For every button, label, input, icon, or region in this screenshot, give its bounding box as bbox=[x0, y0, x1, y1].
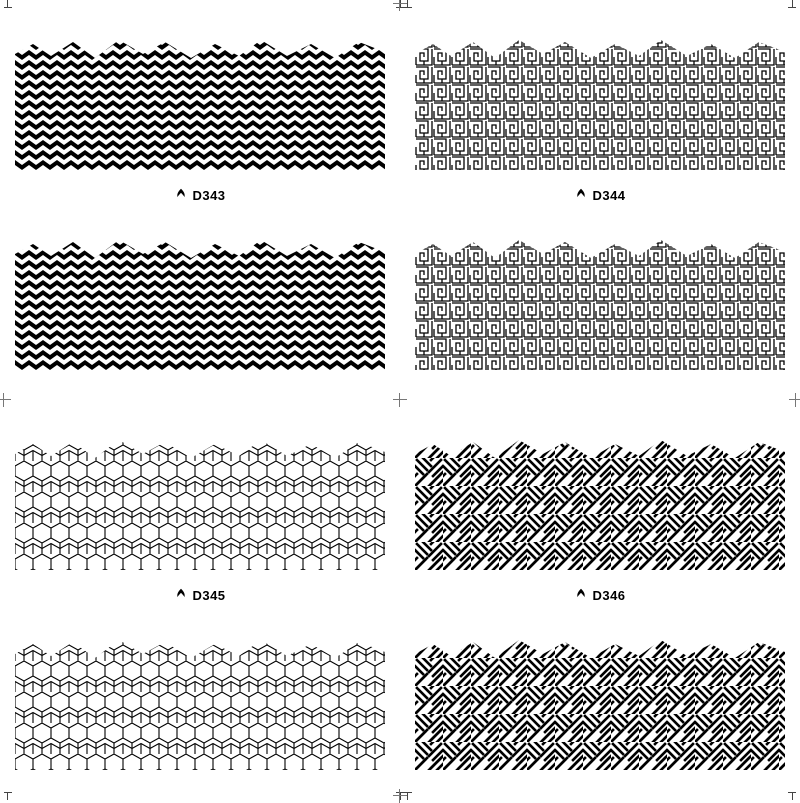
pattern-strip bbox=[15, 30, 385, 170]
wavy-edge bbox=[415, 230, 785, 270]
pattern-strip bbox=[15, 630, 385, 770]
swatch-d345: D345 bbox=[0, 400, 400, 800]
wavy-edge bbox=[415, 630, 785, 670]
wavy-edge bbox=[15, 230, 385, 270]
swatch-label: D344 bbox=[400, 188, 800, 205]
swatch-d344: D344 bbox=[400, 0, 800, 400]
pattern-strip bbox=[15, 430, 385, 570]
swatch-label: D346 bbox=[400, 588, 800, 605]
pattern-strip bbox=[415, 430, 785, 570]
swatch-d343: D343 bbox=[0, 0, 400, 400]
pattern-strip bbox=[15, 230, 385, 370]
leaf-icon bbox=[174, 188, 188, 205]
swatch-d346: D346 bbox=[400, 400, 800, 800]
wavy-edge bbox=[15, 630, 385, 670]
pattern-swatch-sheet: D343 D344 D345 D346 bbox=[0, 0, 800, 800]
leaf-icon bbox=[174, 588, 188, 605]
pattern-strip bbox=[415, 230, 785, 370]
wavy-edge bbox=[15, 30, 385, 70]
wavy-edge bbox=[415, 30, 785, 70]
pattern-strip bbox=[415, 630, 785, 770]
pattern-strip bbox=[415, 30, 785, 170]
leaf-icon bbox=[574, 188, 588, 205]
wavy-edge bbox=[15, 430, 385, 470]
swatch-label: D345 bbox=[0, 588, 400, 605]
wavy-edge bbox=[415, 430, 785, 470]
leaf-icon bbox=[574, 588, 588, 605]
swatch-label: D343 bbox=[0, 188, 400, 205]
